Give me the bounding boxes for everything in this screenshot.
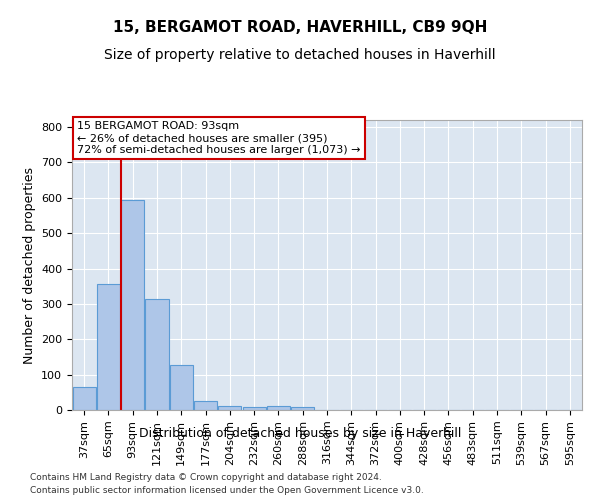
Text: Contains HM Land Registry data © Crown copyright and database right 2024.: Contains HM Land Registry data © Crown c…: [30, 472, 382, 482]
Bar: [170, 364, 193, 410]
Text: Size of property relative to detached houses in Haverhill: Size of property relative to detached ho…: [104, 48, 496, 62]
Text: 15 BERGAMOT ROAD: 93sqm
← 26% of detached houses are smaller (395)
72% of semi-d: 15 BERGAMOT ROAD: 93sqm ← 26% of detache…: [77, 122, 361, 154]
Bar: [242, 407, 266, 410]
Y-axis label: Number of detached properties: Number of detached properties: [23, 166, 35, 364]
Bar: [218, 406, 241, 410]
Bar: [194, 401, 217, 410]
Bar: [121, 200, 144, 410]
Text: 15, BERGAMOT ROAD, HAVERHILL, CB9 9QH: 15, BERGAMOT ROAD, HAVERHILL, CB9 9QH: [113, 20, 487, 35]
Bar: [267, 406, 290, 410]
Bar: [73, 387, 95, 410]
Text: Distribution of detached houses by size in Haverhill: Distribution of detached houses by size …: [139, 428, 461, 440]
Bar: [145, 298, 169, 410]
Bar: [97, 284, 120, 410]
Text: Contains public sector information licensed under the Open Government Licence v3: Contains public sector information licen…: [30, 486, 424, 495]
Bar: [291, 407, 314, 410]
